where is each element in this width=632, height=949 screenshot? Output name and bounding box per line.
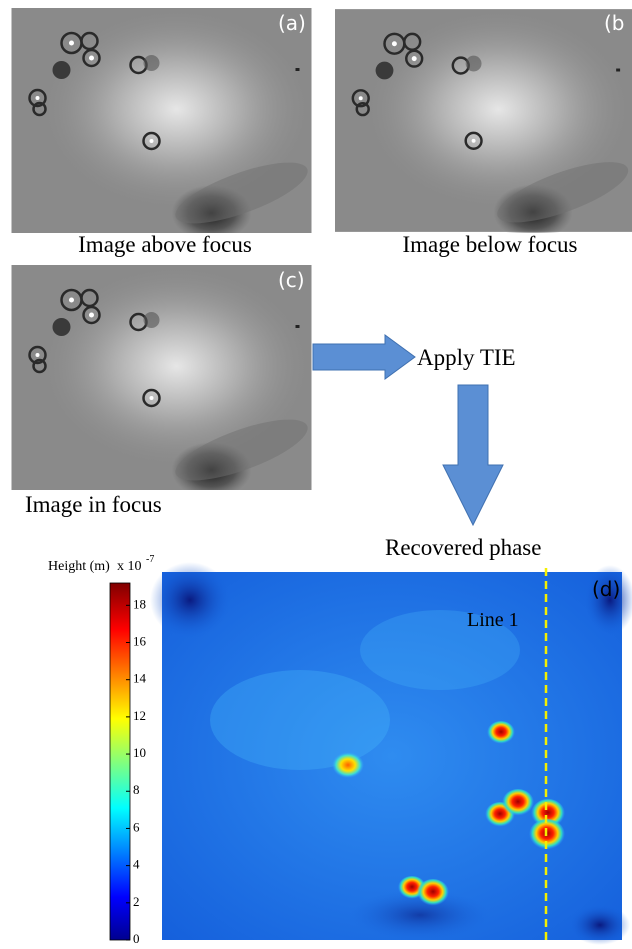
tick-label: 16 [133,633,147,648]
caption: Image above focus [78,232,252,257]
image-in-focus [12,265,315,498]
line-label: Line 1 [467,609,519,631]
figure: (a) Image above focus (b Image below foc… [0,0,632,949]
caption: Image in focus [25,492,162,517]
colorbar-scale: x 10 [117,559,142,574]
image-above-focus [12,8,315,241]
tick-label: 4 [133,857,140,872]
colorbar-title: Height (m) [48,559,110,574]
panel-label: (c) [278,268,305,292]
tick-label: 14 [133,671,147,686]
image-below-focus [335,9,632,240]
panel-label: (b [604,11,625,35]
colorbar [110,583,130,940]
caption: Image below focus [403,232,578,257]
phase-map [150,562,632,945]
step-label: Recovered phase [385,535,541,560]
tick-label: 2 [133,894,140,909]
tick-label: 8 [133,782,140,797]
tick-label: 12 [133,708,146,723]
arrow-right [313,335,415,379]
panel-label: (d) [592,577,620,601]
step-label: Apply TIE [417,345,516,370]
arrow-down [443,385,503,525]
colorbar-exponent: -7 [146,554,154,565]
tick-label: 10 [133,745,146,760]
page: {"panels": [ {"label": "(a)", "caption":… [0,0,632,949]
tick-label: 6 [133,819,140,834]
tick-label: 18 [133,596,146,611]
panel-label: (a) [278,11,306,35]
tick-label: 0 [133,931,140,946]
